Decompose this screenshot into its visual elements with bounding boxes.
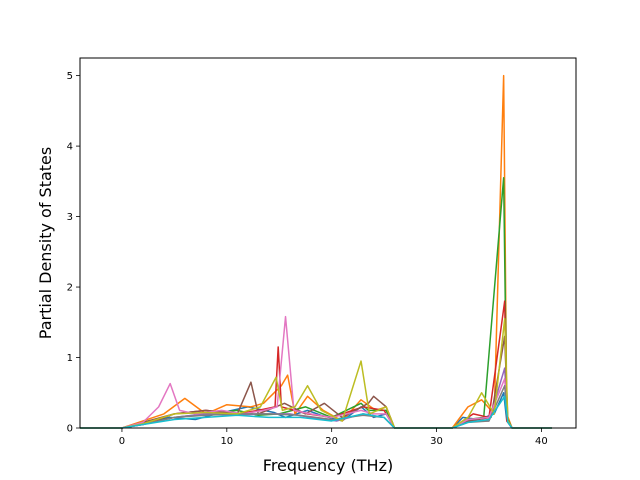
y-tick-label: 3 xyxy=(67,212,73,223)
x-tick-label: 0 xyxy=(119,436,125,447)
x-tick-label: 10 xyxy=(220,436,233,447)
series-layer xyxy=(80,74,552,429)
y-tick-label: 1 xyxy=(67,353,73,364)
series-line-9 xyxy=(80,395,552,429)
x-tick-label: 20 xyxy=(325,436,338,447)
y-axis-label: Partial Density of States xyxy=(36,147,55,339)
series-line-7 xyxy=(80,384,552,429)
x-tick-label: 40 xyxy=(535,436,548,447)
plot-frame xyxy=(79,57,577,429)
x-axis-label: Frequency (THz) xyxy=(263,456,393,475)
y-tick-label: 5 xyxy=(67,71,73,82)
series-line-8 xyxy=(80,318,552,429)
y-tick-label: 4 xyxy=(67,142,73,153)
y-tick-label: 2 xyxy=(67,283,73,294)
series-line-6 xyxy=(80,315,552,429)
y-tick-label: 0 xyxy=(67,424,73,435)
y-axis-ticks: 0 1 2 3 4 5 xyxy=(67,71,80,435)
x-tick-label: 30 xyxy=(430,436,443,447)
x-axis-ticks: 0 10 20 30 40 xyxy=(119,428,548,447)
